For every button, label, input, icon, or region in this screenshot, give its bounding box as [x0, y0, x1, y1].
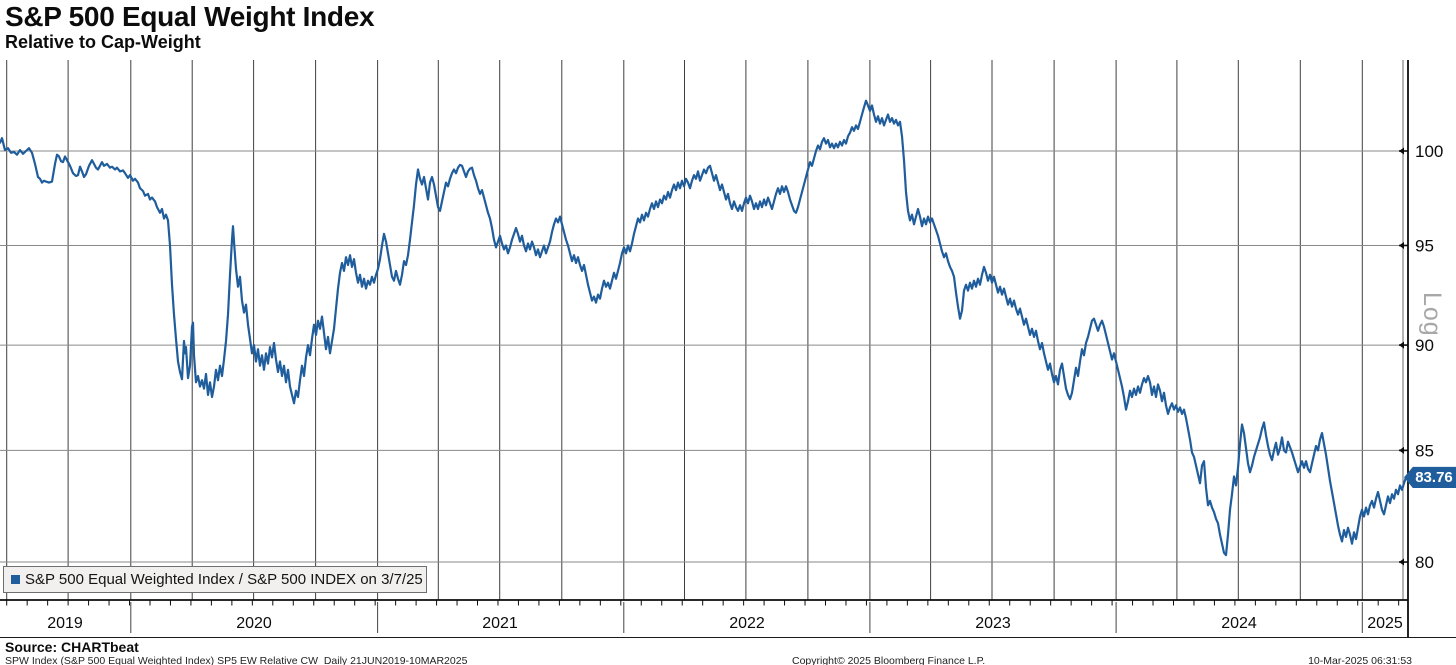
legend: S&P 500 Equal Weighted Index / S&P 500 I…	[3, 566, 427, 593]
y-tick-arrow-icon	[1399, 241, 1404, 249]
log-scale-label: Log	[1418, 292, 1446, 337]
x-year-label: 2020	[236, 615, 272, 632]
x-year-label: 2025	[1367, 615, 1403, 632]
legend-label: S&P 500 Equal Weighted Index / S&P 500 I…	[25, 571, 423, 588]
y-tick-label: 100	[1415, 142, 1443, 161]
y-tick-arrow-icon	[1399, 341, 1404, 349]
y-tick-arrow-icon	[1399, 446, 1404, 454]
x-year-label: 2022	[729, 615, 765, 632]
y-tick-label: 95	[1415, 236, 1434, 255]
ticker-description: SPW Index (S&P 500 Equal Weighted Index)…	[5, 655, 468, 665]
page-title: S&P 500 Equal Weight Index	[5, 1, 375, 32]
source-credit: Source: CHARTbeat	[5, 639, 139, 655]
x-year-label: 2024	[1221, 615, 1257, 632]
y-tick-label: 90	[1415, 336, 1434, 355]
price-line	[0, 99, 1410, 557]
page-subtitle: Relative to Cap-Weight	[5, 32, 201, 52]
y-tick-arrow-icon	[1399, 147, 1404, 155]
x-year-label: 2021	[482, 615, 518, 632]
render-timestamp: 10-Mar-2025 06:31:53	[1308, 655, 1412, 665]
y-tick-label: 85	[1415, 441, 1434, 460]
x-year-label: 2023	[975, 615, 1011, 632]
series-swatch-icon	[11, 575, 20, 584]
last-price-value: 83.76	[1415, 468, 1453, 486]
footer-divider	[0, 637, 1456, 638]
last-price-badge: 83.76	[1404, 466, 1456, 489]
y-tick-label: 80	[1415, 553, 1434, 572]
x-year-label: 2019	[47, 615, 83, 632]
copyright-notice: Copyright© 2025 Bloomberg Finance L.P.	[792, 655, 986, 665]
y-tick-arrow-icon	[1399, 558, 1404, 566]
